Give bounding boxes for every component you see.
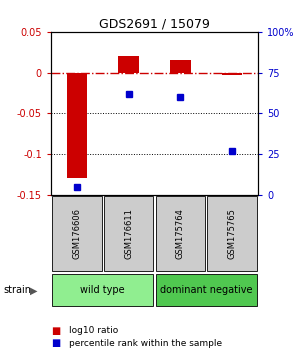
Bar <box>52 274 154 306</box>
Bar <box>52 196 102 271</box>
Text: GSM176611: GSM176611 <box>124 208 133 259</box>
Bar <box>155 274 257 306</box>
Bar <box>67 73 87 178</box>
Text: ■: ■ <box>51 326 60 336</box>
Text: percentile rank within the sample: percentile rank within the sample <box>69 339 222 348</box>
Text: ■: ■ <box>51 338 60 348</box>
Bar <box>118 56 139 73</box>
Text: wild type: wild type <box>80 285 125 295</box>
Bar <box>170 60 191 73</box>
Title: GDS2691 / 15079: GDS2691 / 15079 <box>99 18 210 31</box>
Bar <box>207 196 257 271</box>
Text: log10 ratio: log10 ratio <box>69 326 118 336</box>
Text: GSM176606: GSM176606 <box>72 208 81 259</box>
Text: dominant negative: dominant negative <box>160 285 253 295</box>
Bar <box>155 196 205 271</box>
Text: GSM175765: GSM175765 <box>228 208 237 259</box>
Bar <box>104 196 154 271</box>
Text: strain: strain <box>3 285 31 295</box>
Bar <box>222 73 242 75</box>
Text: ▶: ▶ <box>30 285 38 295</box>
Text: GSM175764: GSM175764 <box>176 208 185 259</box>
